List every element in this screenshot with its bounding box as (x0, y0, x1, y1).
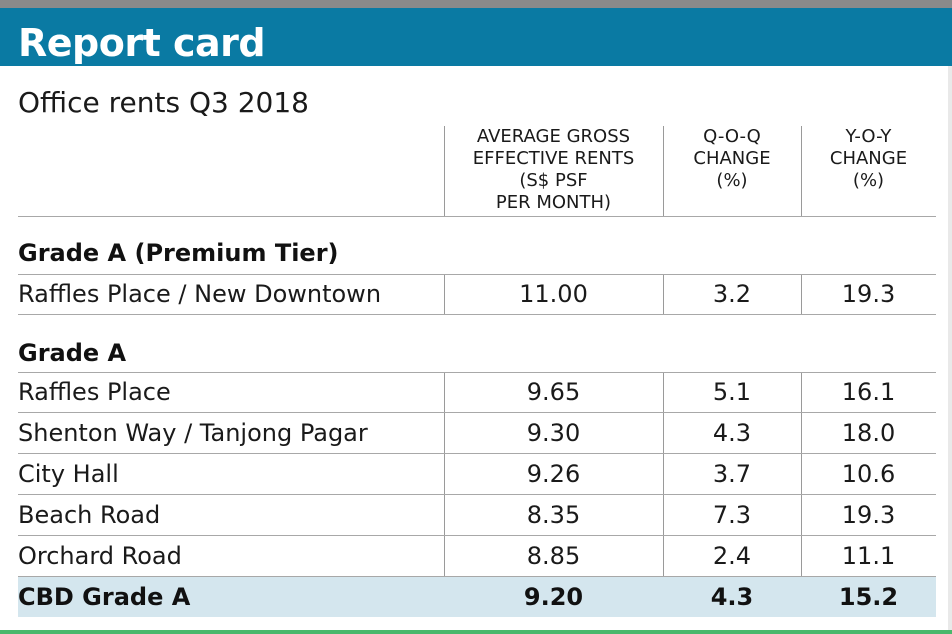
section-label-grade-a: Grade A (18, 339, 127, 367)
column-divider (801, 274, 802, 314)
table-subtitle: Office rents Q3 2018 (18, 86, 309, 119)
row-divider (18, 576, 936, 577)
total-location: CBD Grade A (18, 583, 191, 611)
qoq-value: 5.1 (712, 378, 752, 406)
qoq-value: 3.2 (712, 280, 752, 308)
row-divider (18, 453, 936, 454)
row-location: Raffles Place (18, 378, 171, 406)
rent-value: 9.65 (526, 378, 581, 406)
row-location: City Hall (18, 460, 119, 488)
total-row: CBD Grade A 9.20 4.3 15.2 (18, 577, 936, 617)
yoy-value: 11.1 (841, 542, 896, 570)
rent-value: 8.35 (526, 501, 581, 529)
row-divider (18, 314, 936, 315)
yoy-value: 19.3 (841, 280, 896, 308)
total-qoq-value: 4.3 (710, 583, 754, 611)
row-divider (18, 372, 936, 373)
row-divider (18, 494, 936, 495)
column-header-line: (%) (716, 170, 748, 191)
row-divider (18, 535, 936, 536)
total-yoy-value: 15.2 (838, 583, 899, 611)
column-divider (801, 126, 802, 216)
column-header-line: Q-o-Q (703, 126, 761, 147)
row-divider (18, 412, 936, 413)
row-location: Raffles Place / New Downtown (18, 280, 382, 308)
table-row: Orchard Road 8.85 2.4 11.1 (18, 536, 936, 576)
table-row: Raffles Place / New Downtown 11.00 3.2 1… (18, 274, 936, 314)
top-strip (0, 0, 952, 8)
table-row: Shenton Way / Tanjong Pagar 9.30 4.3 18.… (18, 413, 936, 453)
header-bar: Report card (0, 8, 952, 66)
column-divider (444, 126, 445, 216)
column-header-rents: AVERAGE GROSS EFFECTIVE RENTS (S$ PSF PE… (444, 126, 663, 214)
yoy-value: 18.0 (841, 419, 896, 447)
rent-value: 9.26 (526, 460, 581, 488)
column-divider (444, 274, 445, 314)
column-header-line: CHANGE (829, 148, 908, 169)
column-header-line: Y-o-Y (845, 126, 892, 147)
rent-value: 9.30 (526, 419, 581, 447)
qoq-value: 3.7 (712, 460, 752, 488)
table-row: Raffles Place 9.65 5.1 16.1 (18, 372, 936, 412)
row-divider (18, 274, 936, 275)
row-divider (18, 216, 936, 217)
column-header-line: (S$ PSF (519, 170, 588, 191)
rent-value: 8.85 (526, 542, 581, 570)
row-location: Shenton Way / Tanjong Pagar (18, 419, 368, 447)
column-header-qoq: Q-o-Q CHANGE (%) (663, 126, 801, 192)
column-header-line: EFFECTIVE RENTS (472, 148, 635, 169)
qoq-value: 4.3 (712, 419, 752, 447)
rent-value: 11.00 (519, 280, 588, 308)
section-label-premium: Grade A (Premium Tier) (18, 239, 339, 267)
right-edge-shadow (948, 66, 952, 634)
yoy-value: 19.3 (841, 501, 896, 529)
row-location: Beach Road (18, 501, 161, 529)
table-row: Beach Road 8.35 7.3 19.3 (18, 495, 936, 535)
yoy-value: 10.6 (841, 460, 896, 488)
column-header-line: PER MONTH) (495, 192, 612, 213)
column-divider (663, 274, 664, 314)
column-header-line: CHANGE (693, 148, 771, 169)
qoq-value: 7.3 (712, 501, 752, 529)
column-divider (663, 126, 664, 216)
yoy-value: 16.1 (841, 378, 896, 406)
column-header-line: (%) (852, 170, 885, 191)
total-rent-value: 9.20 (523, 583, 584, 611)
column-header-line: AVERAGE GROSS (476, 126, 631, 147)
column-header-yoy: Y-o-Y CHANGE (%) (801, 126, 936, 192)
report-title: Report card (18, 21, 266, 65)
bottom-accent-line (0, 630, 952, 634)
qoq-value: 2.4 (712, 542, 752, 570)
row-location: Orchard Road (18, 542, 182, 570)
table-row: City Hall 9.26 3.7 10.6 (18, 454, 936, 494)
